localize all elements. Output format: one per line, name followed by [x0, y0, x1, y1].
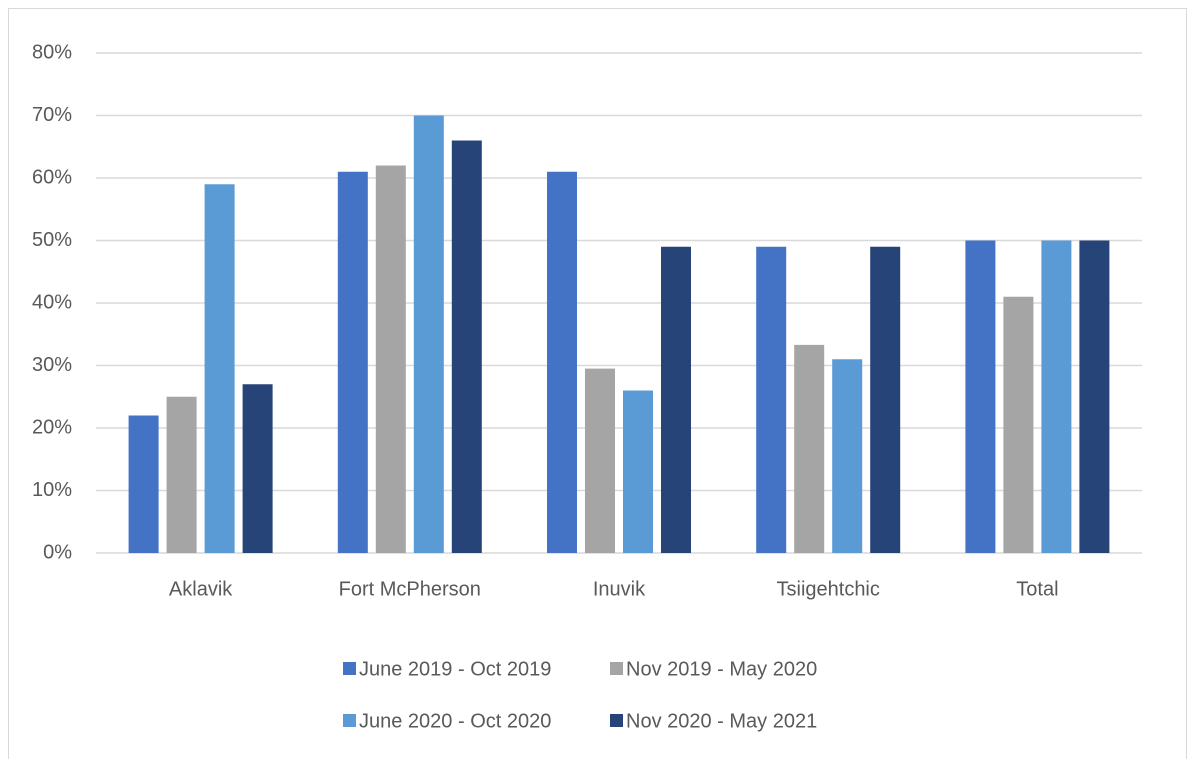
- bar: [623, 390, 653, 553]
- bar: [1041, 240, 1072, 553]
- bar: [242, 384, 273, 553]
- legend-swatch: [610, 714, 623, 727]
- x-tick-label: Aklavik: [169, 578, 233, 600]
- y-tick-label: 0%: [43, 541, 72, 563]
- bar: [832, 359, 863, 553]
- y-tick-label: 30%: [32, 354, 72, 376]
- bar: [870, 246, 901, 553]
- y-tick-label: 20%: [32, 416, 72, 438]
- bar: [166, 396, 197, 553]
- bar: [1079, 240, 1110, 553]
- legend-label: June 2019 - Oct 2019: [359, 658, 551, 680]
- y-tick-label: 70%: [32, 104, 72, 126]
- y-tick-label: 60%: [32, 166, 72, 188]
- y-tick-label: 40%: [32, 291, 72, 313]
- bar: [413, 115, 444, 553]
- x-tick-label: Tsiigehtchic: [777, 578, 880, 600]
- legend-swatch: [343, 662, 356, 675]
- legend-label: June 2020 - Oct 2020: [359, 710, 551, 732]
- bar: [1003, 296, 1034, 553]
- bar: [337, 171, 368, 553]
- bar: [547, 171, 577, 553]
- bar: [204, 184, 235, 553]
- legend-swatch: [343, 714, 356, 727]
- legend-swatch: [610, 662, 623, 675]
- y-tick-label: 80%: [32, 41, 72, 63]
- x-tick-label: Inuvik: [593, 578, 646, 600]
- legend-label: Nov 2019 - May 2020: [626, 658, 817, 680]
- bar: [794, 344, 825, 553]
- bar: [756, 246, 787, 553]
- chart-frame: [8, 8, 1187, 759]
- bar: [661, 246, 691, 553]
- x-tick-label: Total: [1016, 578, 1058, 600]
- x-tick-label: Fort McPherson: [339, 578, 481, 600]
- bar: [128, 415, 159, 553]
- bar: [585, 368, 615, 553]
- y-tick-label: 50%: [32, 229, 72, 251]
- bar: [965, 240, 996, 553]
- bar: [451, 140, 482, 553]
- y-tick-label: 10%: [32, 479, 72, 501]
- bar: [375, 165, 406, 553]
- legend-label: Nov 2020 - May 2021: [626, 710, 817, 732]
